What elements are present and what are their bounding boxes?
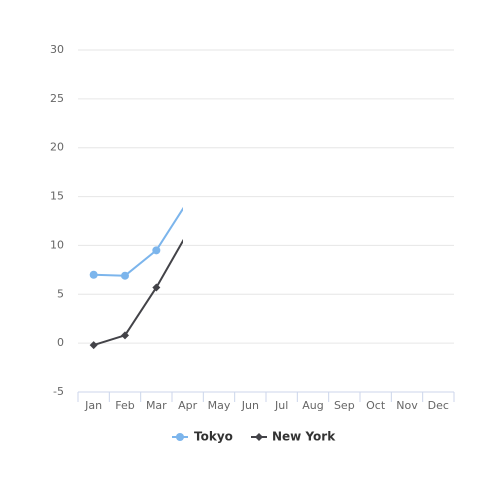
x-tick-label: Aug <box>302 399 323 412</box>
x-tick-label: Mar <box>146 399 167 412</box>
y-tick-label: 15 <box>50 190 64 203</box>
legend-label: New York <box>272 430 336 444</box>
y-tick-label: 30 <box>50 43 64 56</box>
x-tick-label: Jul <box>274 399 288 412</box>
x-tick-label: Jun <box>241 399 259 412</box>
marker <box>255 433 263 441</box>
marker <box>152 283 161 292</box>
grid <box>78 49 454 393</box>
x-tick-label: Jan <box>84 399 102 412</box>
x-tick-label: Feb <box>115 399 134 412</box>
marker <box>89 341 98 350</box>
marker <box>121 331 129 340</box>
y-tick-label: 25 <box>50 92 64 105</box>
x-tick-label: Oct <box>366 399 386 412</box>
marker <box>176 433 184 441</box>
legend: Tokyo New York <box>172 430 336 444</box>
marker <box>89 270 98 279</box>
series-line <box>93 238 183 347</box>
y-tick-label: 0 <box>57 336 64 349</box>
legend-label: Tokyo <box>194 430 233 444</box>
x-tick-label: Apr <box>178 399 198 412</box>
y-tick-label: 5 <box>57 287 64 300</box>
axes: -5 0 5 10 15 20 25 30 Jan Feb Mar Apr May Jun Jul Aug Se… <box>50 43 455 412</box>
x-tick-label: May <box>208 399 231 412</box>
plot-area <box>89 197 192 350</box>
series-line <box>93 206 183 277</box>
y-tick-label: -5 <box>53 385 64 398</box>
x-tick-label: Dec <box>428 399 449 412</box>
marker <box>121 271 129 280</box>
marker <box>184 229 192 237</box>
marker <box>152 246 161 255</box>
y-tick-label: 10 <box>50 238 64 251</box>
marker <box>184 197 192 205</box>
x-tick-label: Nov <box>396 399 418 412</box>
x-tick-label: Sep <box>334 399 355 412</box>
y-tick-label: 20 <box>50 141 64 154</box>
